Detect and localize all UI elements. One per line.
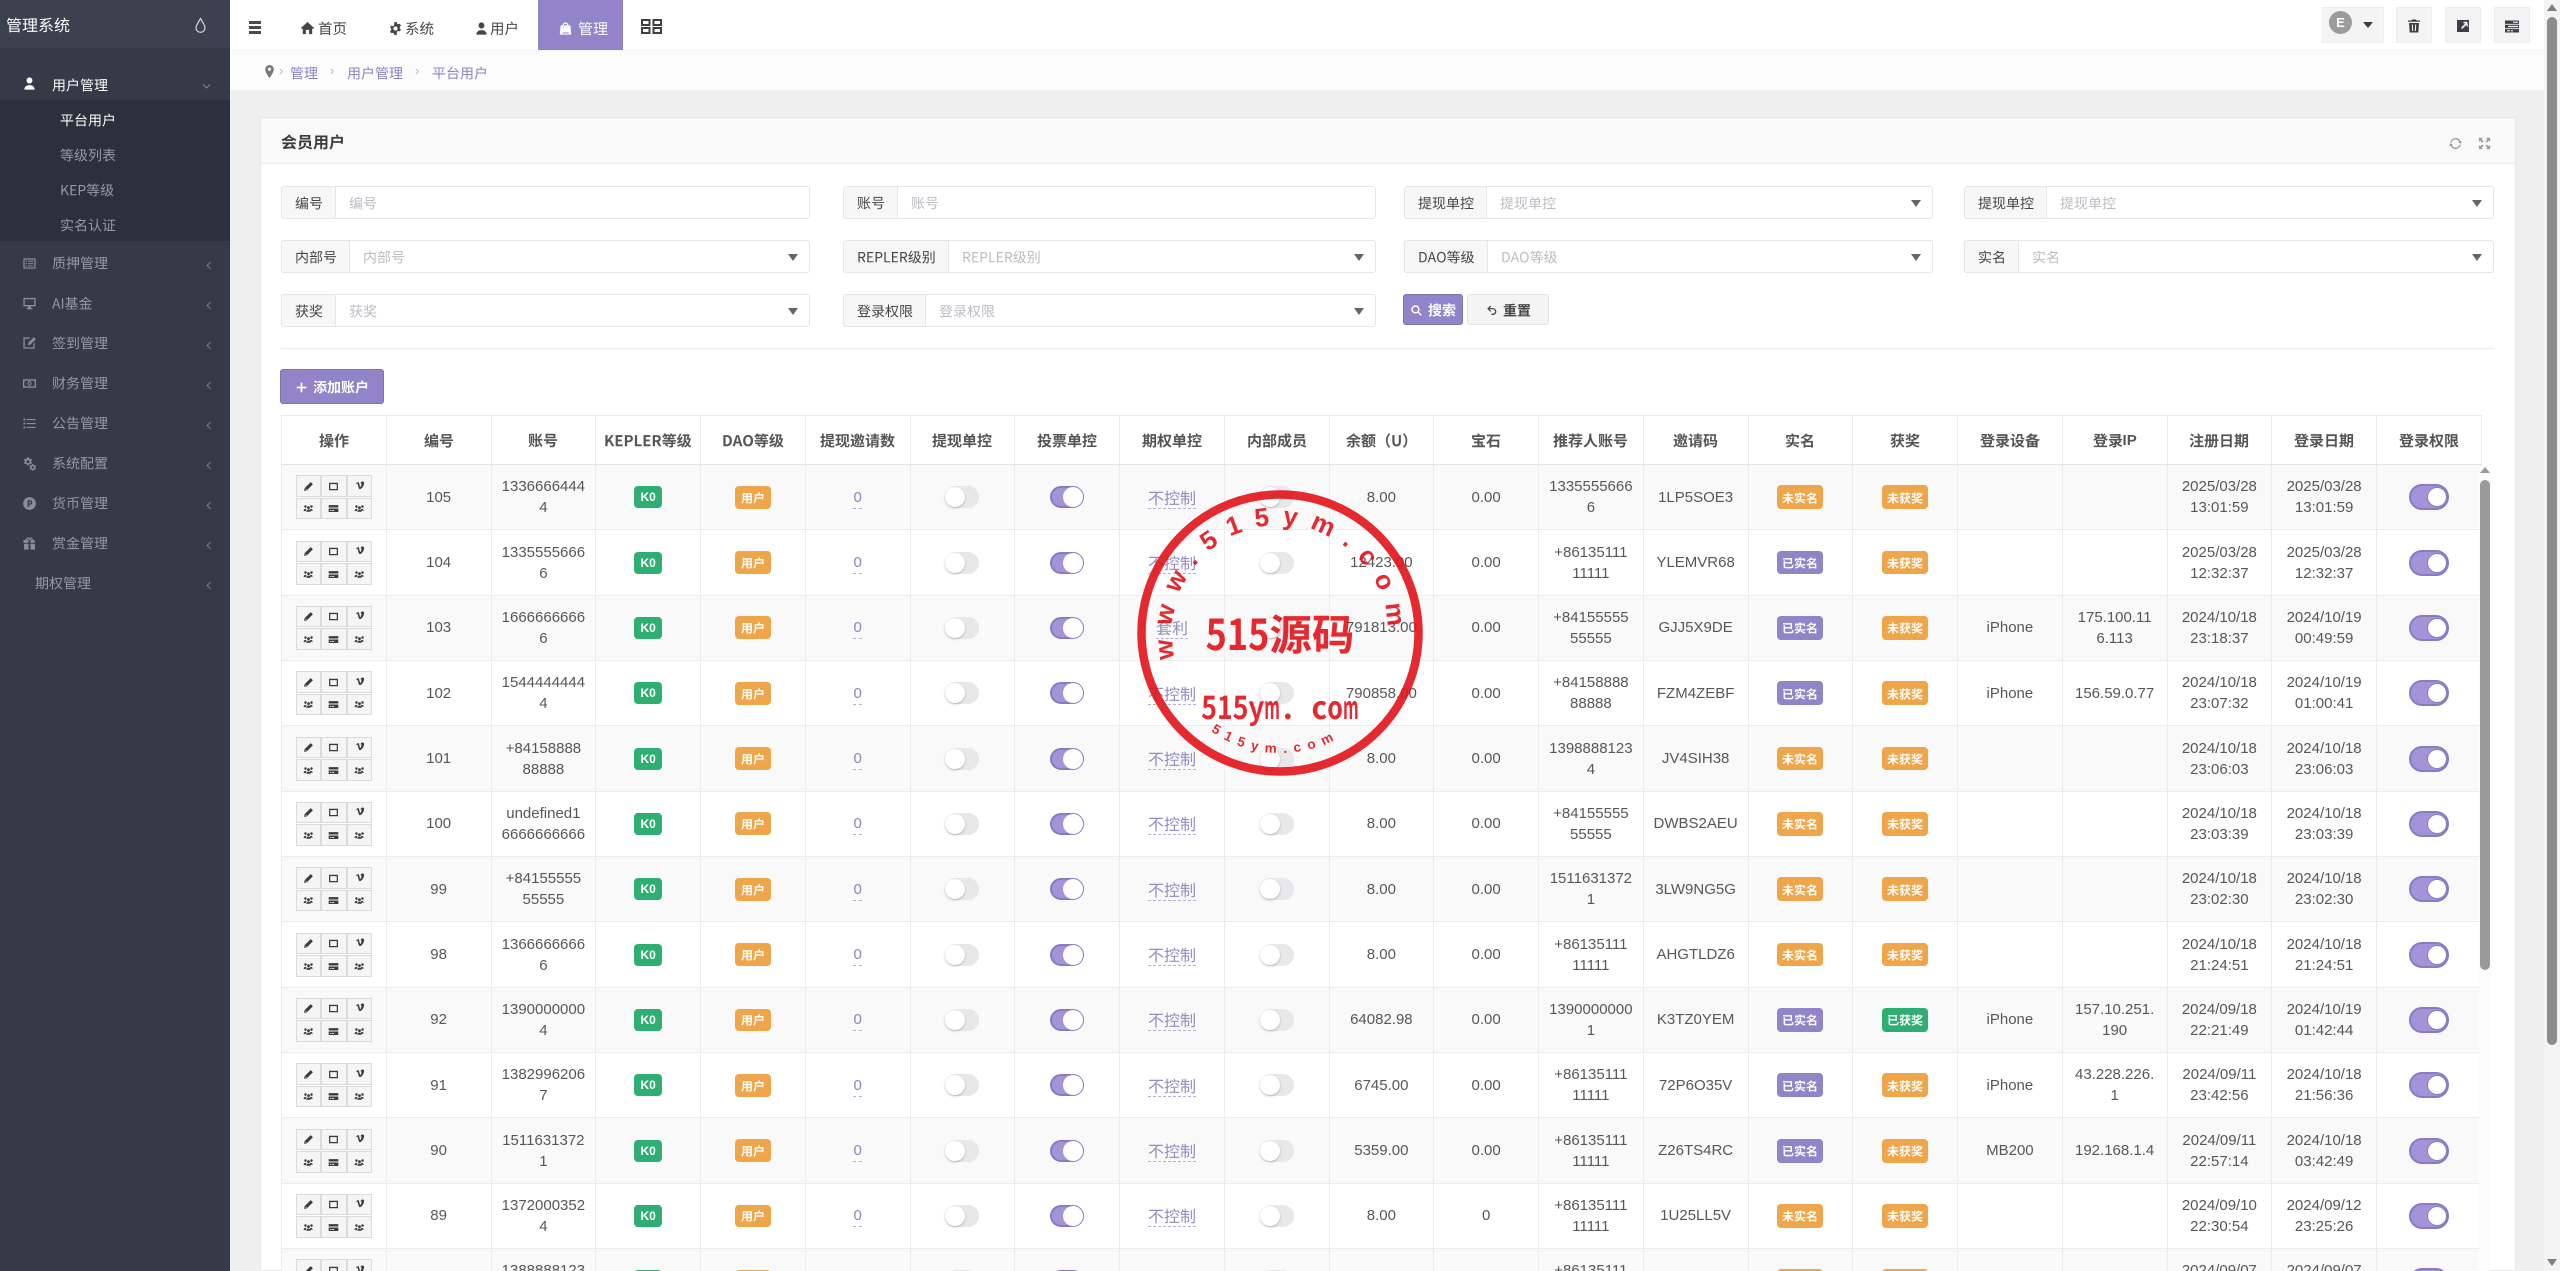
- svg-text:www.515ym.com: www.515ym.com: [1147, 500, 1413, 662]
- svg-text:515ym.com: 515ym.com: [1209, 721, 1342, 756]
